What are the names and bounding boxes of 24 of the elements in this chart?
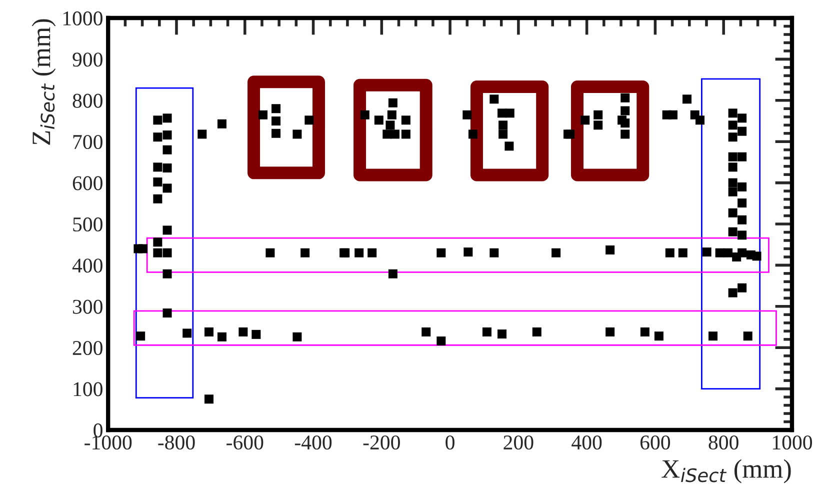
x-tick-label: 1000	[772, 435, 812, 450]
x-tick-label: 400	[572, 435, 602, 450]
y-tick-label: 800	[72, 94, 102, 108]
y-tick-label: 1000	[63, 11, 102, 26]
y-tick-label: 400	[72, 258, 102, 273]
y-tick-label: 600	[72, 176, 102, 190]
x-tick-label: -400	[294, 435, 332, 450]
y-tick-label: 700	[73, 134, 102, 150]
x-tick-label: 200	[504, 435, 534, 450]
x-tick-label: -1000	[84, 435, 132, 450]
x-axis-title: X$_{iSect}$ (mm)	[662, 459, 791, 484]
y-tick-label: 100	[74, 382, 102, 396]
y-tick-label: 0	[94, 423, 102, 438]
x-tick-label: 0	[446, 435, 454, 450]
x-tick-label: -800	[158, 435, 195, 450]
x-tick-label: -200	[363, 435, 400, 450]
y-axis-title: Z$_{iSect}$ (mm)	[32, 19, 56, 145]
x-tick-label: 800	[708, 435, 738, 450]
y-tick-label: 900	[72, 52, 102, 67]
x-tick-label: -600	[226, 435, 264, 450]
y-tick-label: 300	[72, 300, 102, 314]
y-tick-label: 200	[72, 340, 102, 356]
x-tick-label: 600	[640, 435, 670, 450]
y-tick-label: 500	[73, 217, 102, 232]
